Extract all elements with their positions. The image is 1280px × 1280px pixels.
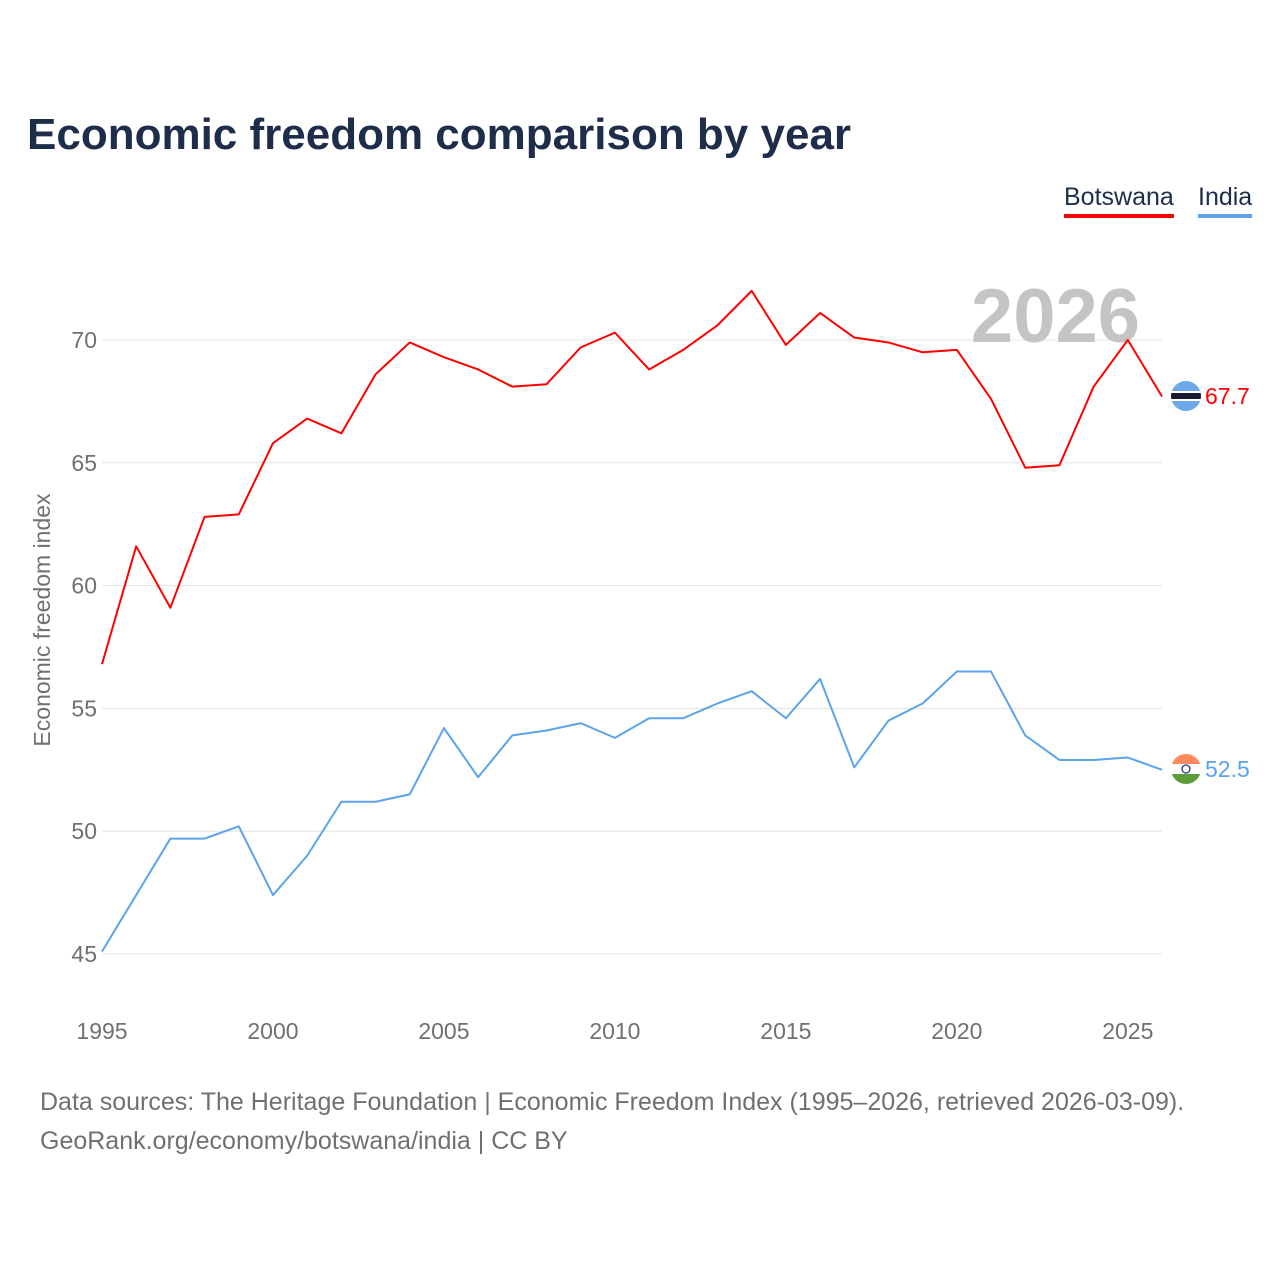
end-label-botswana: 67.7: [1205, 383, 1250, 409]
x-tick-label: 2000: [247, 1018, 298, 1044]
series-line-india: [101, 670, 1163, 953]
x-tick-label: 2025: [1102, 1018, 1153, 1044]
source-note: Data sources: The Heritage Foundation | …: [40, 1088, 1185, 1116]
legend-item-botswana[interactable]: Botswana: [1064, 183, 1174, 218]
india-flag-icon: [1171, 754, 1201, 784]
year-watermark: 2026: [971, 274, 1140, 359]
flags: [1171, 381, 1201, 784]
x-tick-label: 2005: [418, 1018, 469, 1044]
y-tick-label: 60: [71, 573, 97, 599]
chart-title: Economic freedom comparison by year: [27, 110, 852, 159]
legend-item-india[interactable]: India: [1198, 183, 1253, 218]
y-axis-ticks: 45 50 55 60 65 70: [71, 327, 97, 967]
series-line-botswana: [101, 289, 1163, 665]
source-link[interactable]: GeoRank.org/economy/botswana/india | CC …: [40, 1127, 568, 1155]
y-tick-label: 70: [71, 327, 97, 353]
end-labels: 67.7 52.5: [1205, 383, 1250, 782]
y-tick-label: 65: [71, 450, 97, 476]
y-tick-label: 55: [71, 695, 97, 721]
end-label-india: 52.5: [1205, 756, 1250, 782]
y-tick-label: 50: [71, 818, 97, 844]
x-tick-label: 2010: [589, 1018, 640, 1044]
series-lines: [101, 289, 1163, 953]
y-tick-label: 45: [71, 941, 97, 967]
x-tick-label: 2015: [760, 1018, 811, 1044]
x-tick-label: 1995: [76, 1018, 127, 1044]
y-axis-label: Economic freedom index: [29, 493, 55, 747]
botswana-flag-icon: [1171, 381, 1201, 411]
gridlines: [102, 339, 1162, 955]
x-tick-label: 2020: [931, 1018, 982, 1044]
x-axis-ticks: 1995 2000 2005 2010 2015 2020 2025: [76, 1018, 1153, 1044]
